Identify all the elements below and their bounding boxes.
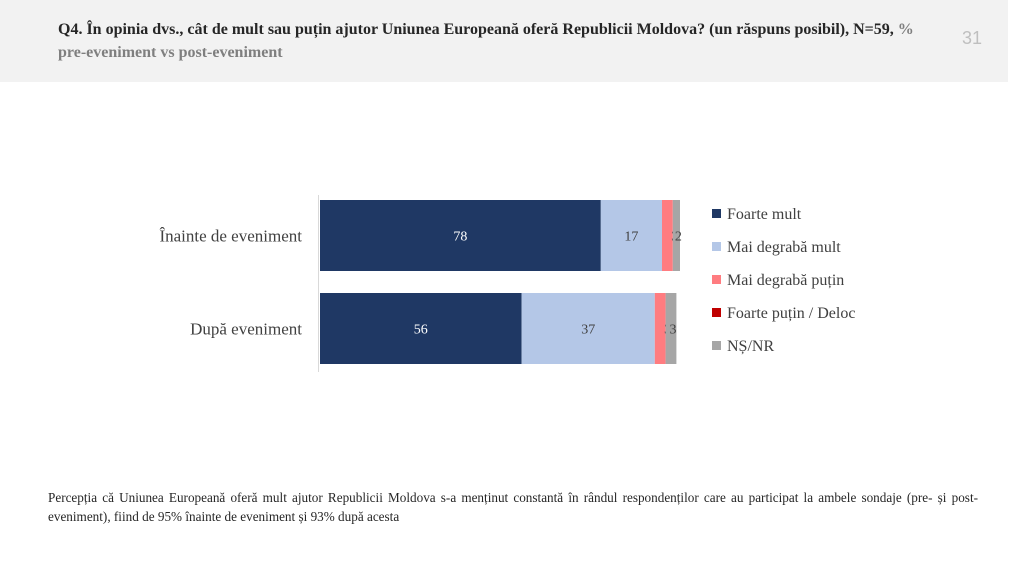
legend-swatch	[712, 275, 721, 284]
data-label: 56	[414, 323, 428, 338]
bar-segment	[600, 200, 662, 271]
bar-segment	[662, 200, 673, 271]
legend-label: Foarte puțin / Deloc	[727, 305, 855, 322]
category-label: După eveniment	[190, 320, 302, 339]
data-label: 37	[581, 323, 595, 338]
data-label: 78	[453, 230, 467, 245]
bar-segment	[320, 200, 601, 271]
bar-segment	[521, 293, 655, 364]
bar-segment	[320, 293, 522, 364]
header-band	[0, 0, 1008, 82]
bar-segment	[665, 293, 677, 364]
legend-label: Foarte mult	[727, 206, 802, 223]
title-suffix: % pre-eveniment vs post-eveniment	[58, 21, 914, 61]
legend-swatch	[712, 308, 721, 317]
page-number: 31	[962, 28, 983, 48]
legend-label: NȘ/NR	[727, 338, 774, 355]
page-title: Q4. În opinia dvs., cât de mult sau puți…	[58, 18, 928, 64]
legend-swatch	[712, 209, 721, 218]
bar-segment	[672, 200, 680, 271]
legend-swatch	[712, 341, 721, 350]
title-main: Q4. În opinia dvs., cât de mult sau puți…	[58, 21, 894, 38]
legend-label: Mai degrabă puțin	[727, 272, 844, 289]
caption-text: Percepția că Uniunea Europeană oferă mul…	[48, 490, 978, 524]
data-label: 3	[670, 323, 677, 338]
legend-label: Mai degrabă mult	[727, 239, 841, 256]
data-label: 2	[675, 230, 682, 245]
bar-segment	[654, 293, 666, 364]
legend-swatch	[712, 242, 721, 251]
category-label: Înainte de eveniment	[159, 227, 302, 246]
data-label: 17	[624, 230, 638, 245]
